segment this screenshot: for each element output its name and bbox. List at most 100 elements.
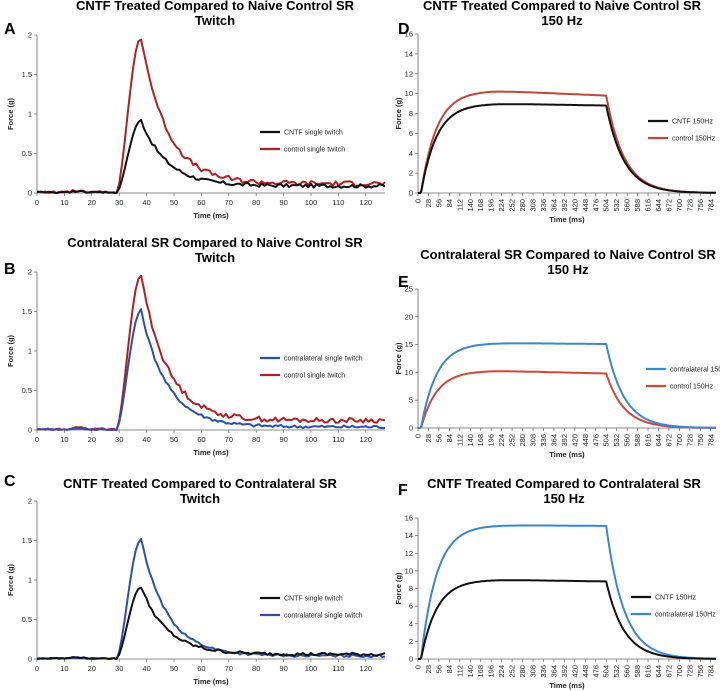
chart-title-line: 150 Hz: [543, 491, 585, 506]
x-tick-label: 280: [518, 665, 527, 678]
x-tick-label: 420: [570, 665, 579, 678]
x-tick-label: 10: [60, 664, 68, 673]
x-tick-label: 140: [466, 665, 475, 678]
x-tick-label: 560: [623, 665, 632, 678]
legend-entry: control 150Hz: [670, 384, 714, 391]
x-tick-label: 40: [142, 664, 150, 673]
x-tick-label: 90: [279, 198, 287, 207]
x-tick-label: 30: [115, 435, 123, 444]
x-tick-label: 224: [497, 434, 506, 447]
x-tick-label: 20: [88, 198, 96, 207]
y-tick-label: 2: [28, 268, 32, 277]
x-tick-label: 224: [497, 199, 506, 212]
panel-letter: F: [398, 482, 408, 499]
panel-letter: D: [398, 21, 410, 38]
x-axis-label: Time (ms): [549, 681, 585, 690]
y-tick-label: 0: [28, 655, 32, 664]
x-tick-label: 50: [170, 198, 178, 207]
x-tick-label: 224: [497, 665, 506, 678]
x-tick-label: 364: [549, 434, 558, 447]
y-axis-label: Force (g): [394, 97, 403, 130]
x-tick-label: 112: [455, 665, 464, 677]
y-tick-label: 0: [28, 426, 32, 435]
x-tick-label: 140: [466, 434, 475, 447]
panel-c: C CNTF Treated Compared to Contralateral …: [4, 473, 386, 686]
y-tick-label: 10: [405, 566, 413, 575]
x-tick-label: 504: [602, 434, 611, 447]
x-tick-label: 90: [279, 435, 287, 444]
chart-title-line: 150 Hz: [547, 262, 589, 277]
chart-title-line: CNTF Treated Compared to Contralateral S…: [427, 476, 701, 491]
x-tick-label: 70: [225, 435, 233, 444]
chart-title-line: CNTF Treated Compared to Contralateral S…: [63, 476, 337, 491]
legend-entry: control single twitch: [284, 147, 345, 154]
x-tick-label: 728: [685, 199, 694, 212]
panel-letter: C: [4, 473, 16, 490]
x-tick-label: 588: [633, 199, 642, 212]
x-tick-label: 84: [445, 665, 454, 673]
x-tick-label: 588: [633, 434, 642, 447]
x-tick-label: 756: [696, 665, 705, 678]
x-tick-label: 80: [252, 664, 260, 673]
x-tick-label: 120: [360, 198, 373, 207]
panel-letter: A: [4, 21, 16, 38]
x-tick-label: 784: [706, 199, 715, 212]
y-tick-label: 2: [28, 497, 32, 506]
x-tick-label: 280: [518, 434, 527, 447]
y-axis-label: Force (g): [6, 97, 15, 130]
legend-entry: contralateral 150Hz: [670, 367, 720, 374]
x-tick-label: 252: [508, 434, 517, 447]
x-tick-label: 644: [654, 199, 663, 212]
x-tick-label: 60: [197, 435, 205, 444]
y-tick-label: 8: [409, 584, 413, 593]
x-tick-label: 100: [305, 664, 318, 673]
y-tick-label: 8: [409, 109, 413, 118]
x-tick-label: 364: [549, 665, 558, 678]
x-tick-label: 336: [539, 434, 548, 447]
x-tick-label: 30: [115, 664, 123, 673]
legend-entry: control 150Hz: [672, 136, 716, 143]
x-tick-label: 30: [115, 198, 123, 207]
x-tick-label: 168: [476, 434, 485, 447]
chart-title-line: Twitch: [180, 491, 220, 506]
y-tick-label: 0: [409, 424, 413, 433]
y-axis-label: Force (g): [6, 334, 15, 367]
x-tick-label: 60: [197, 198, 205, 207]
y-tick-label: 5: [409, 396, 413, 405]
y-tick-label: 1: [28, 576, 32, 585]
y-tick-label: 0.5: [22, 615, 32, 624]
y-tick-label: 20: [405, 312, 413, 321]
y-tick-label: 0: [409, 189, 413, 198]
x-tick-label: 70: [225, 198, 233, 207]
x-tick-label: 60: [197, 664, 205, 673]
legend-entry: control single twitch: [284, 373, 345, 380]
series-line-cntf-150hz: [418, 579, 716, 660]
x-tick-label: 28: [424, 199, 433, 207]
x-tick-label: 140: [466, 199, 475, 212]
x-tick-label: 0: [414, 199, 423, 203]
x-tick-label: 0: [35, 198, 39, 207]
chart-title-line: Twitch: [195, 13, 235, 28]
x-tick-label: 0: [35, 435, 39, 444]
x-axis-label: Time (ms): [193, 211, 229, 220]
legend-entry: contralateral single twitch: [284, 613, 363, 620]
x-tick-label: 28: [424, 665, 433, 673]
x-tick-label: 280: [518, 199, 527, 212]
y-tick-label: 10: [405, 368, 413, 377]
y-tick-label: 2: [409, 169, 413, 178]
x-tick-label: 560: [623, 199, 632, 212]
panel-f: F CNTF Treated Compared to Contralateral …: [394, 476, 716, 690]
x-tick-label: 476: [591, 665, 600, 678]
x-tick-label: 112: [455, 434, 464, 446]
chart-title-line: Contralateral SR Compared to Naive Contr…: [67, 235, 363, 250]
x-tick-label: 10: [60, 435, 68, 444]
x-tick-label: 100: [305, 198, 318, 207]
x-tick-label: 308: [529, 665, 538, 678]
x-tick-label: 756: [696, 199, 705, 212]
series-line-control-single-twitch: [36, 38, 386, 194]
y-axis-label: Force (g): [6, 563, 15, 596]
x-tick-label: 532: [612, 434, 621, 447]
x-tick-label: 532: [612, 199, 621, 212]
y-tick-label: 2: [28, 31, 32, 40]
